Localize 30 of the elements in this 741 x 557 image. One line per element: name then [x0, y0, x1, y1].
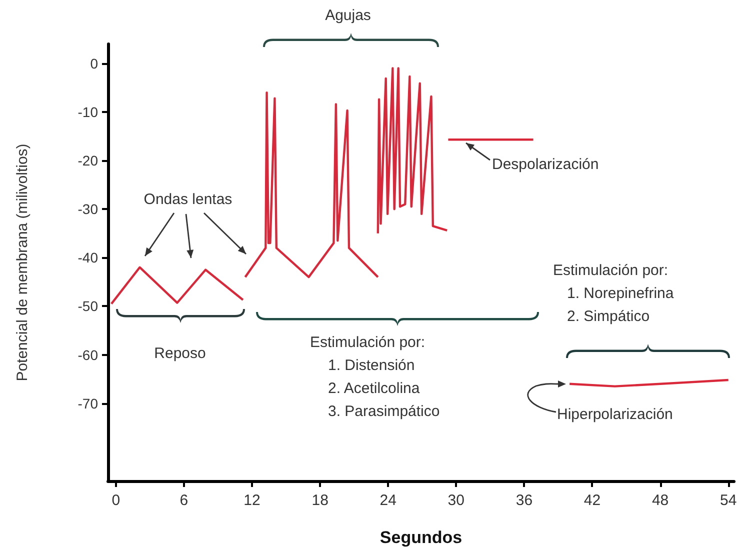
annotation: Reposo [154, 345, 206, 362]
y-tick-label: -50 [78, 298, 98, 314]
x-tick-label: 42 [584, 492, 601, 509]
text: Agujas [325, 7, 371, 24]
x-axis-title: Segundos [380, 528, 462, 547]
y-tick-label: -20 [78, 152, 98, 169]
y-axis-title: Potencial de membrana (milivoltios) [14, 144, 31, 382]
line-series [110, 266, 244, 305]
x-tick-label: 54 [720, 492, 737, 509]
x-tick-label: 30 [448, 492, 464, 509]
x-tick-label: 0 [112, 492, 120, 509]
x-tick-label: 24 [380, 492, 396, 509]
x-tick-label: 36 [516, 492, 533, 509]
y-tick-label: -70 [78, 395, 98, 412]
annotation: Estimulación por: 1. Distensión 2. Acetilcolina 3. Parasimpático [310, 334, 440, 420]
x-tick-label: 12 [244, 492, 260, 509]
y-tick-label: 0 [90, 55, 98, 72]
x-tick-label: 6 [180, 492, 188, 509]
y-tick-label: -60 [78, 346, 98, 363]
annotation: Despolarización [492, 156, 599, 173]
line-series [244, 91, 380, 278]
annotation: Hiperpolarización [557, 406, 673, 423]
line-series [376, 67, 448, 234]
y-tick-label: -30 [78, 201, 98, 218]
annotation: Estimulación por: 1. Norepinefrina 2. Simpático [553, 262, 674, 325]
x-tick-label: 18 [312, 492, 328, 509]
x-tick-label: 48 [652, 492, 669, 509]
annotation: Ondas lentas [144, 191, 232, 208]
y-tick-label: -40 [78, 250, 98, 266]
y-tick-label: -10 [78, 104, 98, 120]
